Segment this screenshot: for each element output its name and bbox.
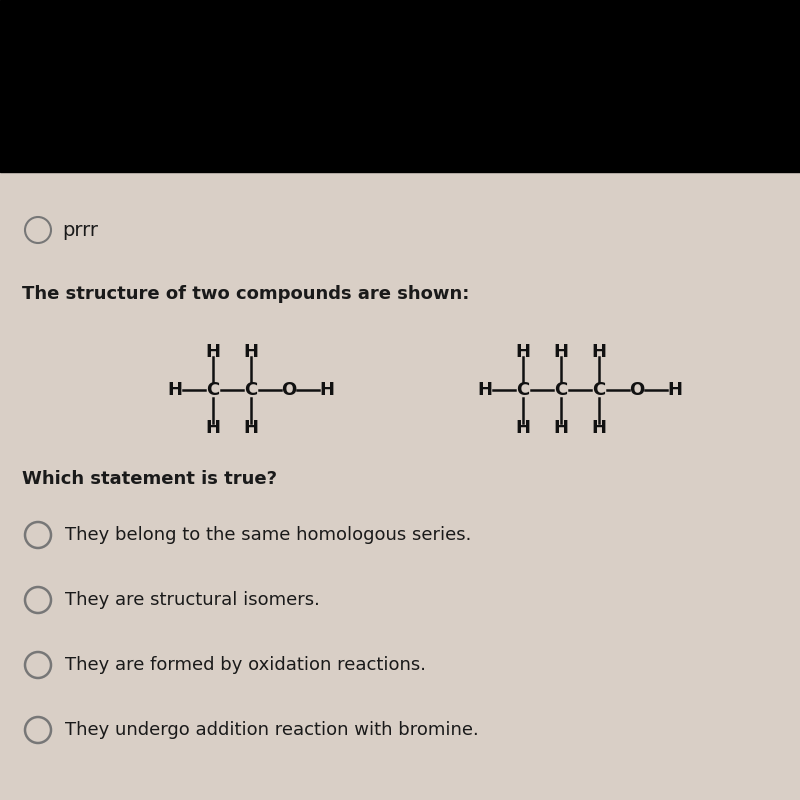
Text: O: O (282, 381, 297, 399)
Text: H: H (591, 419, 606, 437)
Text: H: H (206, 343, 221, 361)
Text: H: H (515, 343, 530, 361)
Text: H: H (515, 419, 530, 437)
Text: H: H (591, 343, 606, 361)
Text: They belong to the same homologous series.: They belong to the same homologous serie… (65, 526, 471, 544)
Text: The structure of two compounds are shown:: The structure of two compounds are shown… (22, 285, 470, 303)
Text: H: H (243, 343, 258, 361)
Text: H: H (167, 381, 182, 399)
Text: C: C (244, 381, 258, 399)
Text: C: C (554, 381, 568, 399)
Text: prrr: prrr (62, 221, 98, 239)
Text: H: H (243, 419, 258, 437)
Text: H: H (478, 381, 493, 399)
Text: H: H (667, 381, 682, 399)
Text: They are structural isomers.: They are structural isomers. (65, 591, 320, 609)
Text: C: C (516, 381, 530, 399)
Text: They are formed by oxidation reactions.: They are formed by oxidation reactions. (65, 656, 426, 674)
Text: O: O (630, 381, 645, 399)
Text: C: C (592, 381, 606, 399)
Text: C: C (206, 381, 220, 399)
Bar (0, 0, 800, 172)
Text: H: H (319, 381, 334, 399)
Text: Which statement is true?: Which statement is true? (22, 470, 277, 488)
Text: They undergo addition reaction with bromine.: They undergo addition reaction with brom… (65, 721, 478, 739)
Text: H: H (206, 419, 221, 437)
Text: H: H (554, 419, 569, 437)
Text: H: H (554, 343, 569, 361)
